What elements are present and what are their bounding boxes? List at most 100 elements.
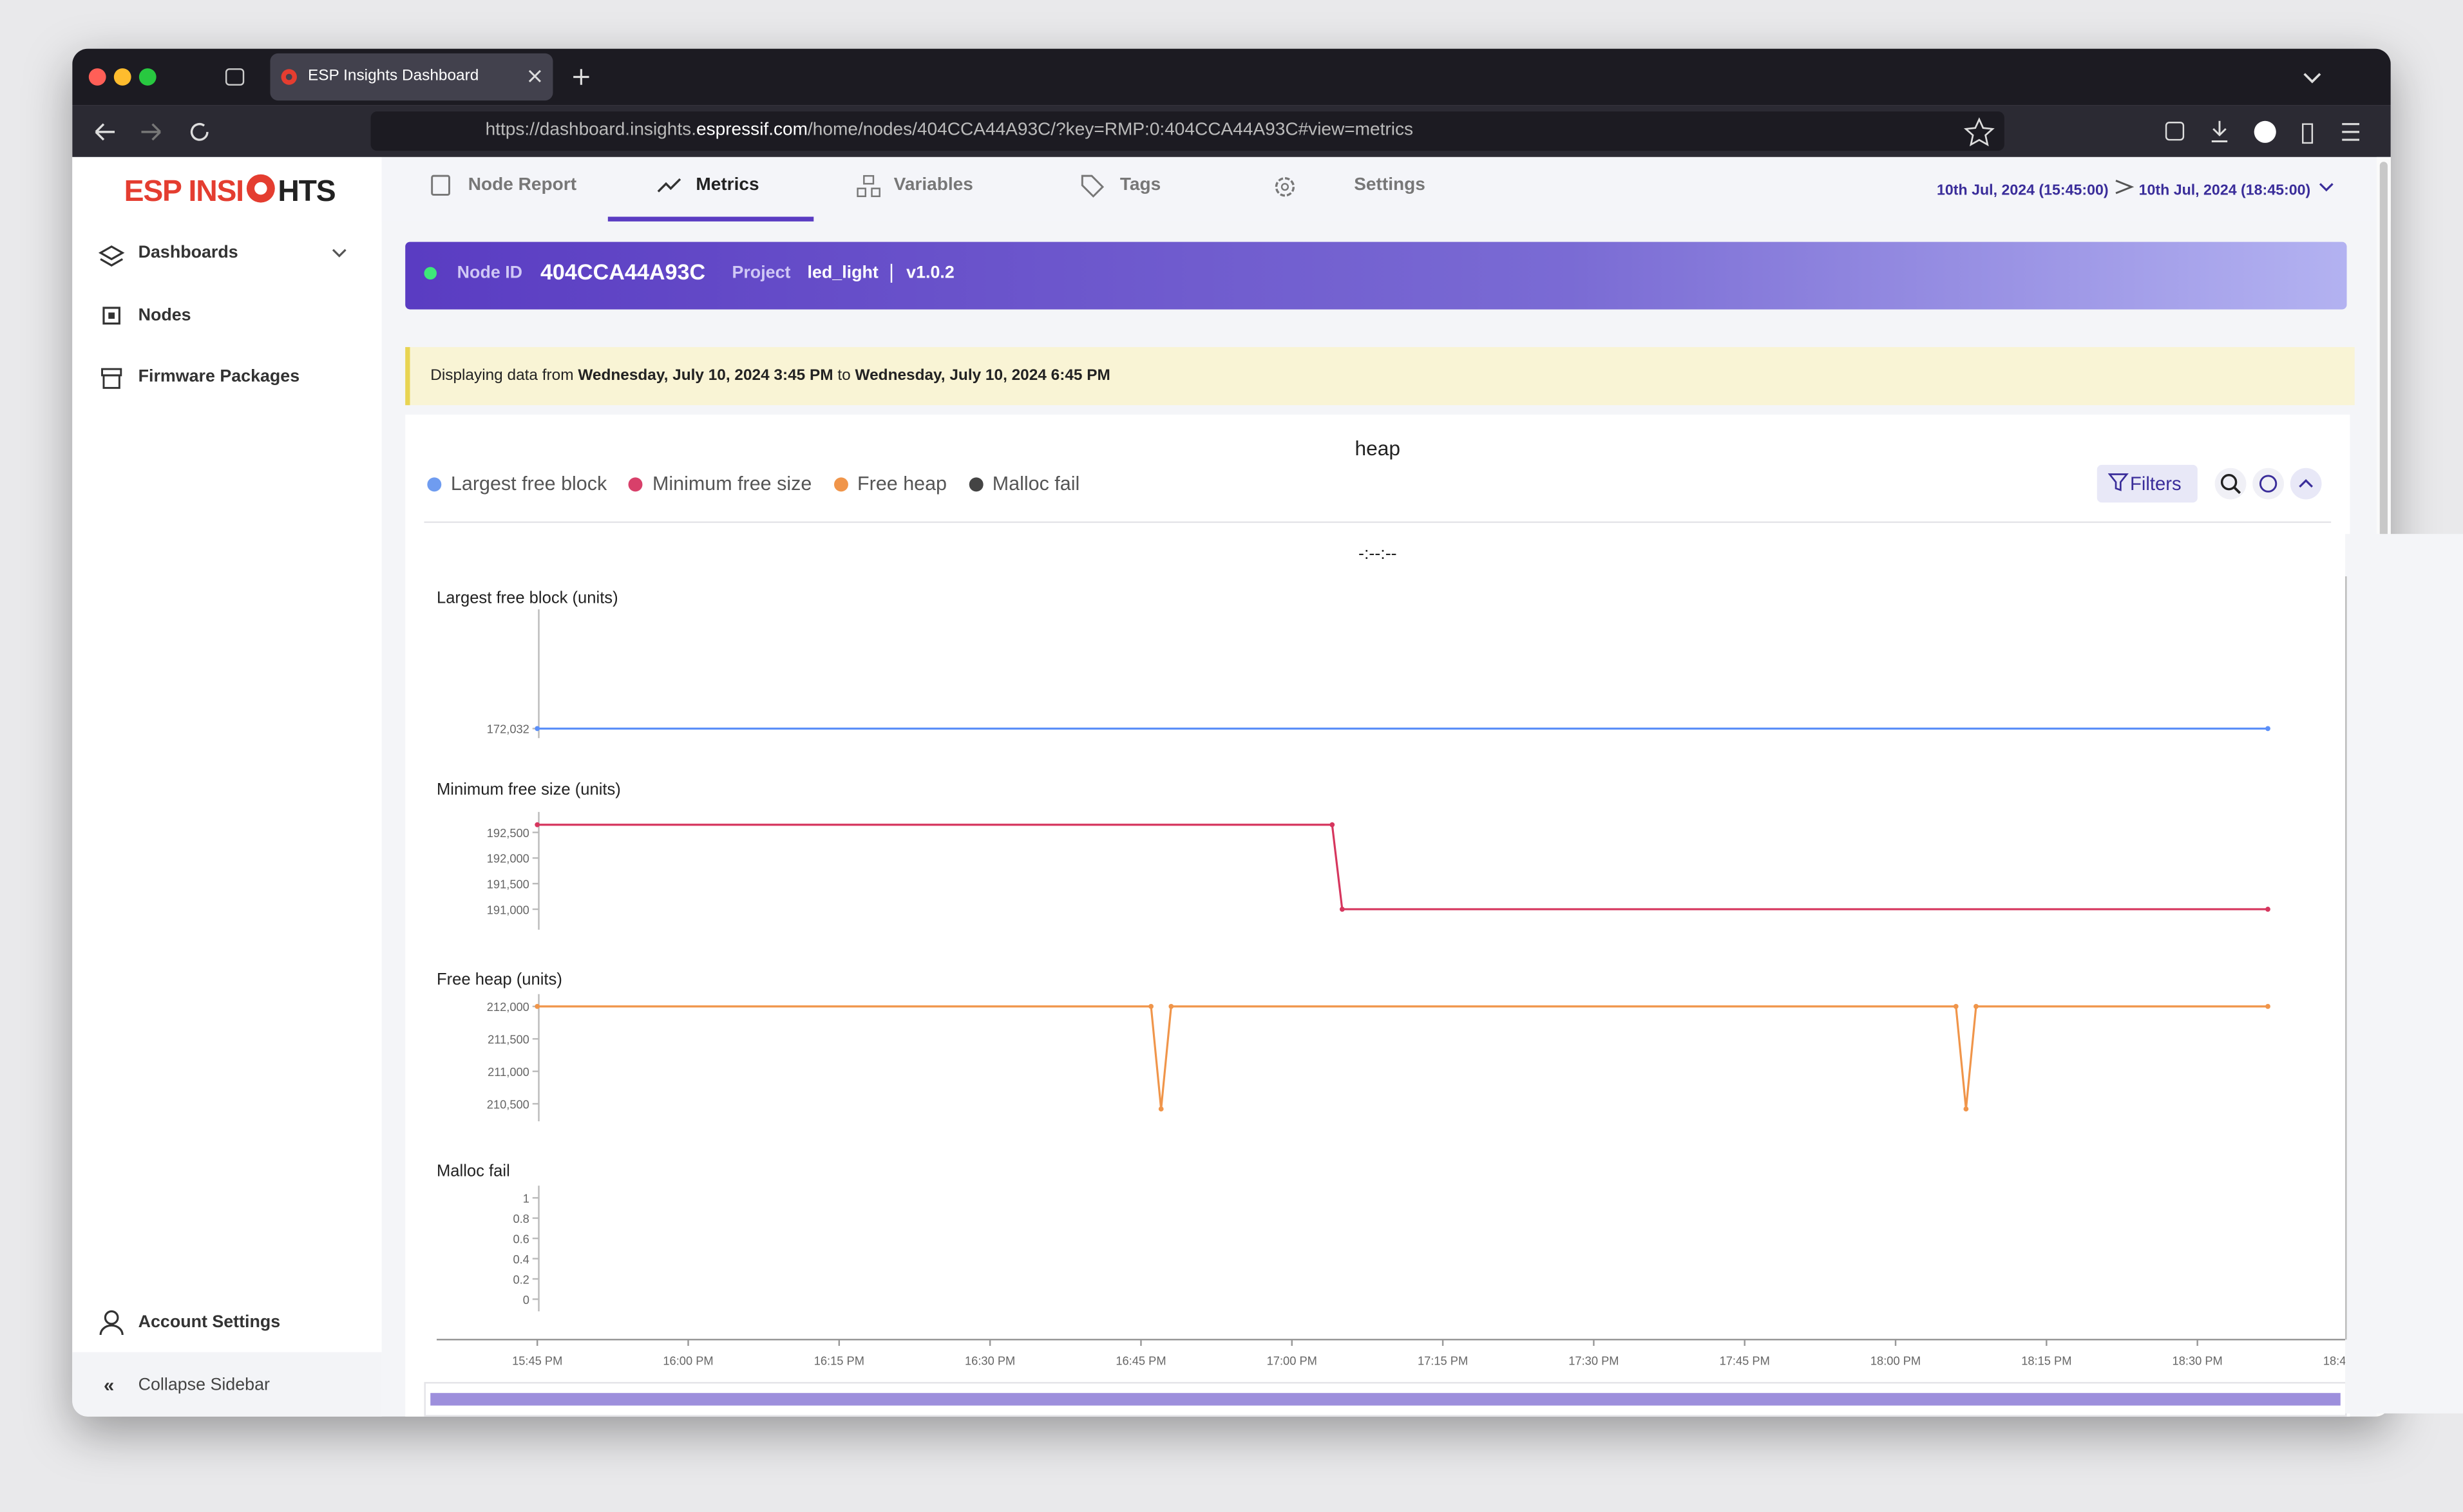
point bbox=[1953, 1003, 1959, 1009]
url-field[interactable]: https://dashboard.insights.espressif.com… bbox=[370, 111, 2004, 151]
legend-item[interactable]: Malloc fail bbox=[969, 473, 1079, 495]
logo: ESP INSI HTS bbox=[124, 171, 336, 211]
y-tick-label: 0.8 bbox=[513, 1212, 529, 1225]
x-tick-label: 18:15 PM bbox=[2021, 1354, 2071, 1367]
point bbox=[1168, 1003, 1174, 1009]
tab-tags[interactable]: Tags bbox=[1119, 176, 1161, 195]
point bbox=[2265, 1003, 2270, 1009]
y-tick-label: 211,500 bbox=[488, 1033, 529, 1046]
tab-node-report[interactable]: Node Report bbox=[468, 176, 577, 195]
y-tick-label: 191,000 bbox=[487, 903, 529, 916]
tab-metrics[interactable]: Metrics bbox=[696, 176, 759, 195]
y-tick-label: 172,032 bbox=[487, 723, 529, 736]
filters-label: Filters bbox=[2129, 473, 2182, 495]
x-tick-label: 17:30 PM bbox=[1568, 1354, 1619, 1367]
slider-fill bbox=[430, 1393, 2341, 1406]
x-tick-label: 17:45 PM bbox=[1720, 1354, 1770, 1367]
collapse-icon: « bbox=[103, 1374, 115, 1397]
account-settings[interactable]: Account Settings bbox=[138, 1312, 281, 1332]
legend-label: Free heap bbox=[857, 473, 947, 495]
y-tick-label: 0.2 bbox=[513, 1272, 529, 1286]
legend-dot bbox=[969, 477, 984, 492]
date-range[interactable]: 10th Jul, 2024 (15:45:00) 10th Jul, 2024… bbox=[1937, 179, 2337, 200]
logo-icon bbox=[246, 174, 275, 203]
legend-item[interactable]: Largest free block bbox=[427, 473, 607, 495]
version: v1.0.2 bbox=[906, 263, 955, 283]
account-icon bbox=[99, 1310, 124, 1336]
x-tick-label: 18:00 PM bbox=[1870, 1354, 1921, 1367]
chart-title: Largest free block (units) bbox=[437, 589, 618, 607]
node-banner: Node ID 404CCA44A93C Project led_light v… bbox=[405, 241, 2347, 310]
notice-end: Wednesday, July 10, 2024 6:45 PM bbox=[855, 367, 1110, 385]
tab-settings[interactable]: Settings bbox=[1354, 176, 1425, 195]
legend-label: Largest free block bbox=[450, 473, 607, 495]
heap-panel: heap Largest free block Minimum free size… bbox=[405, 414, 2350, 1417]
collapse-sidebar[interactable]: Collapse Sidebar bbox=[138, 1375, 270, 1395]
point bbox=[535, 822, 540, 827]
widget-controls[interactable] bbox=[2212, 466, 2337, 504]
legend-item[interactable]: Minimum free size bbox=[629, 473, 812, 495]
window-controls bbox=[88, 53, 589, 101]
legend-dot bbox=[427, 477, 442, 492]
point bbox=[535, 726, 540, 732]
node-id: 404CCA44A93C bbox=[540, 259, 706, 285]
nav-buttons[interactable] bbox=[85, 113, 368, 151]
y-tick-label: 212,000 bbox=[487, 1000, 529, 1014]
filters-button[interactable]: Filters bbox=[2097, 464, 2198, 503]
point bbox=[1158, 1106, 1164, 1112]
date-to: 10th Jul, 2024 (18:45:00) bbox=[2138, 182, 2311, 200]
tab-variables[interactable]: Variables bbox=[893, 176, 973, 195]
legend-dot bbox=[833, 477, 848, 492]
date-arrow bbox=[2115, 180, 2135, 194]
sidebar-icons bbox=[98, 245, 347, 389]
x-tick-label: 18:30 PM bbox=[2173, 1354, 2223, 1367]
tab-title[interactable]: ESP Insights Dashboard bbox=[308, 67, 479, 85]
logo-left: ESP INSI bbox=[124, 176, 244, 209]
notice-prefix: Displaying data from bbox=[430, 367, 574, 385]
tab-icons bbox=[431, 175, 1295, 198]
browser-window: ESP Insights Dashboard https://dashboard… bbox=[72, 48, 2391, 1417]
url-prefix: https://dashboard.insights. bbox=[485, 120, 696, 140]
y-tick-label: 0 bbox=[523, 1293, 529, 1307]
url-path: /home/nodes/404CCA44A93C/?key=RMP:0:404C… bbox=[807, 120, 1414, 140]
project-label: Project bbox=[732, 263, 791, 283]
status-dot bbox=[424, 267, 437, 280]
chart-title: Malloc fail bbox=[437, 1162, 510, 1180]
series-line bbox=[537, 824, 2268, 911]
date-dropdown bbox=[2318, 183, 2333, 192]
chart-title: Free heap (units) bbox=[437, 970, 562, 988]
y-tick-label: 0.4 bbox=[513, 1252, 529, 1266]
y-tick-label: 192,000 bbox=[487, 852, 529, 865]
point bbox=[1973, 1003, 1979, 1009]
filter-icon bbox=[2107, 473, 2129, 491]
point bbox=[535, 1003, 540, 1009]
nav-firmware[interactable]: Firmware Packages bbox=[138, 367, 300, 386]
point bbox=[1148, 1003, 1154, 1009]
y-tick-label: 210,500 bbox=[487, 1097, 529, 1111]
legend: Largest free block Minimum free size Free … bbox=[427, 473, 1101, 495]
notice-start: Wednesday, July 10, 2024 3:45 PM bbox=[578, 367, 833, 385]
nav-nodes[interactable]: Nodes bbox=[138, 306, 191, 325]
x-tick-label: 16:00 PM bbox=[663, 1354, 713, 1367]
y-tick-label: 1 bbox=[523, 1191, 529, 1205]
tab-active-indicator bbox=[607, 216, 814, 222]
x-tick-label: 15:45 PM bbox=[512, 1354, 562, 1367]
widget-title: heap bbox=[1355, 436, 1401, 460]
toolbar-icons[interactable] bbox=[1957, 115, 2381, 149]
series-line bbox=[537, 1005, 2268, 1110]
point bbox=[1963, 1106, 1969, 1112]
node-id-label: Node ID bbox=[457, 263, 523, 283]
nav-dashboards[interactable]: Dashboards bbox=[138, 243, 238, 263]
notice: Displaying data from Wednesday, July 10,… bbox=[405, 346, 2355, 406]
x-tick-label: 16:45 PM bbox=[1116, 1354, 1166, 1367]
y-tick-label: 211,000 bbox=[488, 1065, 529, 1079]
url-domain: espressif.com bbox=[696, 120, 808, 140]
legend-item[interactable]: Free heap bbox=[833, 473, 947, 495]
legend-label: Minimum free size bbox=[652, 473, 812, 495]
y-tick-label: 192,500 bbox=[487, 826, 529, 840]
chart-title: Minimum free size (units) bbox=[437, 780, 621, 799]
tab-list[interactable] bbox=[2299, 64, 2325, 90]
tab-bar: ESP Insights Dashboard bbox=[72, 48, 2391, 106]
